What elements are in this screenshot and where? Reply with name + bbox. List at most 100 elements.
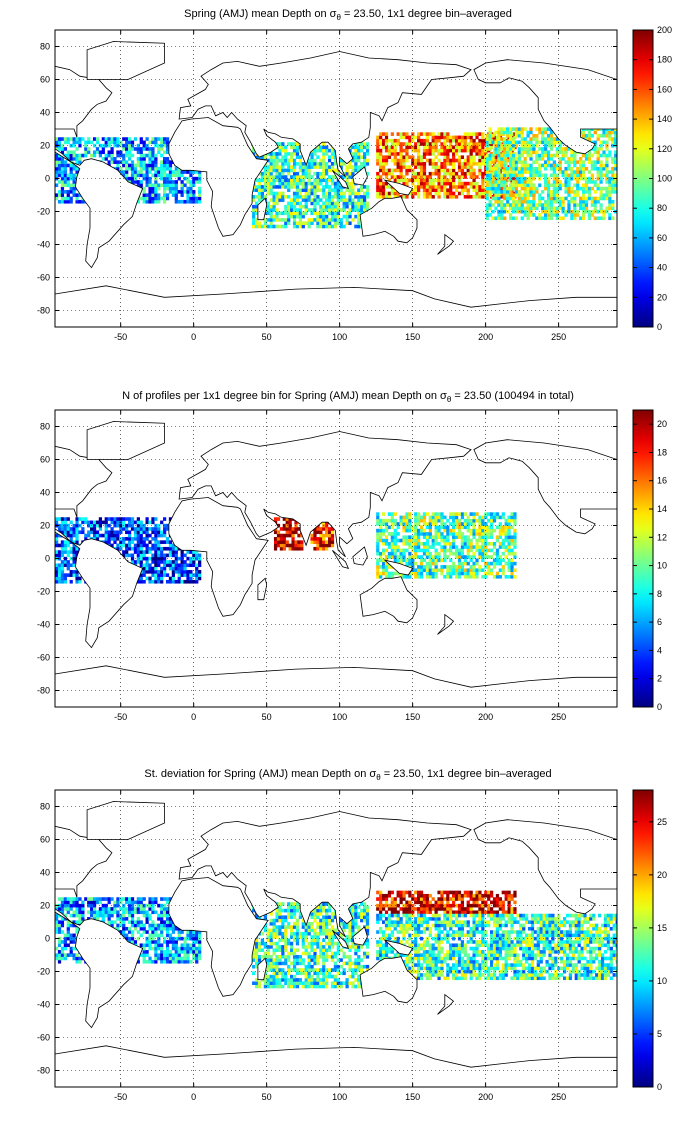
data-cell: [485, 157, 489, 161]
data-cell: [171, 550, 175, 554]
data-cell: [125, 143, 129, 148]
data-cell: [354, 155, 358, 159]
data-cell: [348, 198, 352, 202]
data-cell: [402, 551, 406, 556]
data-cell: [546, 186, 551, 191]
data-cell: [163, 163, 167, 168]
data-cell: [122, 137, 126, 141]
data-cell: [151, 530, 155, 535]
data-cell: [422, 522, 427, 526]
data-cell: [263, 185, 267, 189]
data-cell: [313, 533, 317, 538]
data-cell: [446, 568, 450, 572]
data-cell: [263, 181, 267, 186]
data-cell: [564, 153, 568, 158]
data-cell: [463, 188, 467, 192]
data-cell: [425, 571, 429, 576]
data-cell: [508, 206, 513, 211]
data-cell: [463, 142, 467, 146]
data-cell: [110, 543, 114, 548]
data-cell: [567, 166, 571, 171]
data-cell: [599, 173, 603, 178]
data-cell: [254, 221, 259, 225]
data-cell: [503, 160, 507, 164]
data-cell: [63, 560, 67, 564]
data-cell: [376, 152, 380, 156]
data-cell: [98, 527, 103, 531]
data-cell: [139, 183, 143, 188]
data-cell: [529, 180, 533, 184]
data-cell: [63, 183, 67, 188]
data-cell: [66, 523, 70, 528]
data-cell: [599, 193, 603, 197]
data-cell: [507, 532, 511, 536]
data-cell: [469, 555, 473, 559]
coastline: [55, 285, 617, 327]
data-cell: [57, 566, 62, 571]
data-cell: [419, 132, 424, 136]
data-cell: [327, 527, 332, 531]
data-cell: [437, 568, 441, 572]
data-cell: [55, 550, 59, 554]
data-cell: [552, 180, 556, 184]
data-cell: [469, 135, 473, 140]
data-cell: [402, 135, 406, 140]
data-cell: [417, 162, 421, 166]
data-cell: [422, 152, 427, 156]
data-cell: [440, 545, 444, 549]
data-cell: [63, 523, 67, 528]
data-cell: [330, 527, 335, 531]
data-cell: [463, 138, 467, 143]
data-cell: [339, 158, 343, 163]
data-cell: [281, 171, 285, 176]
data-cell: [163, 183, 167, 188]
data-cell: [379, 178, 383, 183]
data-cell: [440, 145, 444, 150]
data-cell: [174, 560, 178, 564]
data-cell: [414, 518, 418, 523]
data-cell: [497, 196, 501, 201]
data-cell: [342, 175, 346, 179]
data-cell: [425, 545, 429, 549]
data-cell: [75, 579, 79, 584]
data-cell: [72, 193, 76, 197]
data-cell: [357, 221, 361, 225]
data-cell: [330, 181, 335, 186]
data-cell: [130, 527, 135, 531]
data-cell: [469, 175, 473, 179]
data-cell: [157, 150, 161, 155]
data-cell: [125, 176, 129, 181]
data-cell: [544, 209, 548, 214]
data-cell: [110, 150, 114, 155]
data-cell: [532, 206, 536, 211]
data-cell: [319, 148, 323, 153]
data-cell: [55, 173, 59, 178]
data-cell: [168, 176, 173, 181]
data-cell: [301, 221, 305, 225]
data-cell: [472, 138, 476, 143]
data-cell: [365, 208, 370, 212]
data-cell: [384, 568, 389, 572]
data-cell: [136, 556, 140, 561]
data-cell: [139, 563, 143, 568]
data-cell: [66, 566, 70, 571]
data-cell: [186, 180, 190, 184]
data-cell: [183, 563, 187, 568]
data-cell: [376, 185, 380, 189]
data-cell: [492, 545, 497, 549]
data-cell: [142, 176, 146, 181]
data-cell: [387, 518, 392, 523]
data-cell: [145, 517, 149, 521]
data-cell: [497, 183, 501, 188]
data-cell: [602, 163, 606, 168]
data-cell: [327, 211, 332, 216]
data-cell: [310, 540, 314, 544]
data-cell: [376, 532, 380, 536]
data-cell: [581, 183, 586, 188]
data-cell: [266, 201, 270, 206]
data-cell: [160, 546, 164, 551]
data-cell: [316, 527, 320, 531]
data-cell: [431, 165, 435, 169]
data-cell: [136, 537, 140, 541]
data-cell: [417, 165, 421, 169]
